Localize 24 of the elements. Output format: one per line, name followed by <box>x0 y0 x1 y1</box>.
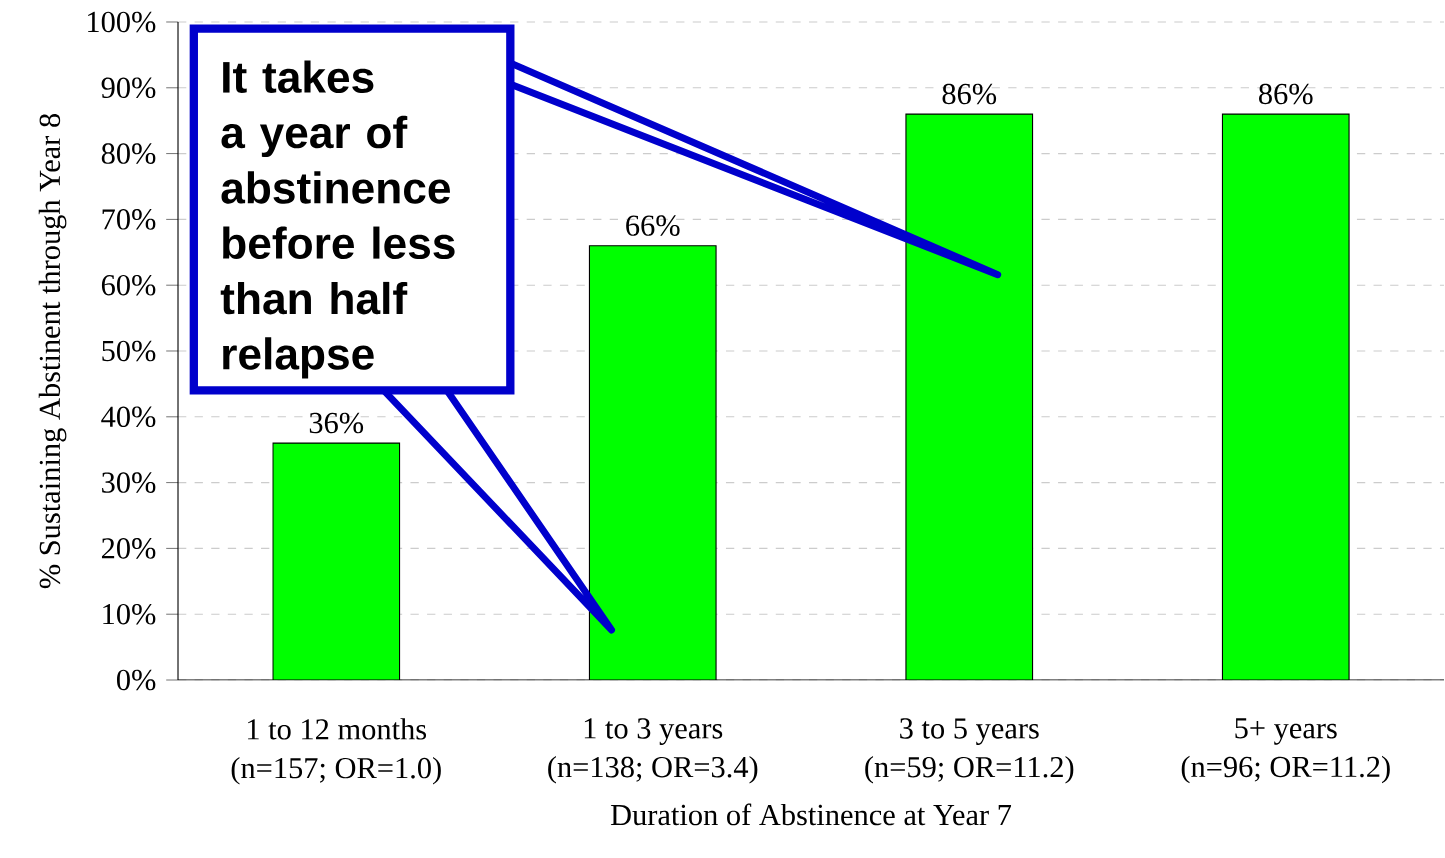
data-label: 66% <box>626 215 680 236</box>
y-tick-label: 0% <box>117 669 156 691</box>
y-tick-label: 50% <box>102 340 156 362</box>
y-tick-label: 100% <box>88 11 156 33</box>
x-tick-label: 1 to 12 months (n=157; OR=1.0) <box>231 718 441 785</box>
y-tick-label: 30% <box>102 472 156 493</box>
x-tick-label: 3 to 5 years (n=59; OR=11.2) <box>865 718 1074 784</box>
bar <box>1221 113 1350 680</box>
x-tick-label: 5+ years (n=96; OR=11.2) <box>1181 718 1390 784</box>
y-axis-title: % Sustaining Abstinent through Year 8 <box>38 113 67 589</box>
y-tick-label: 40% <box>101 406 156 428</box>
y-tick-label: 60% <box>101 274 156 296</box>
data-label: 86% <box>1259 83 1313 105</box>
x-axis-title: Duration of Abstinence at Year 7 <box>610 803 1012 826</box>
y-tick-label: 10% <box>103 603 156 625</box>
data-label: 86% <box>942 83 997 105</box>
y-tick-label: 90% <box>101 77 156 99</box>
y-tick-label: 80% <box>101 143 156 164</box>
data-label: 36% <box>309 412 364 434</box>
bar <box>905 114 1033 680</box>
x-tick-label: 1 to 3 years (n=138; OR=3.4) <box>548 718 758 784</box>
annotation: It takes a year of abstinence before less than half relapse <box>220 60 455 379</box>
y-tick-label: 20% <box>101 538 156 559</box>
y-tick-label: 70% <box>102 209 156 230</box>
